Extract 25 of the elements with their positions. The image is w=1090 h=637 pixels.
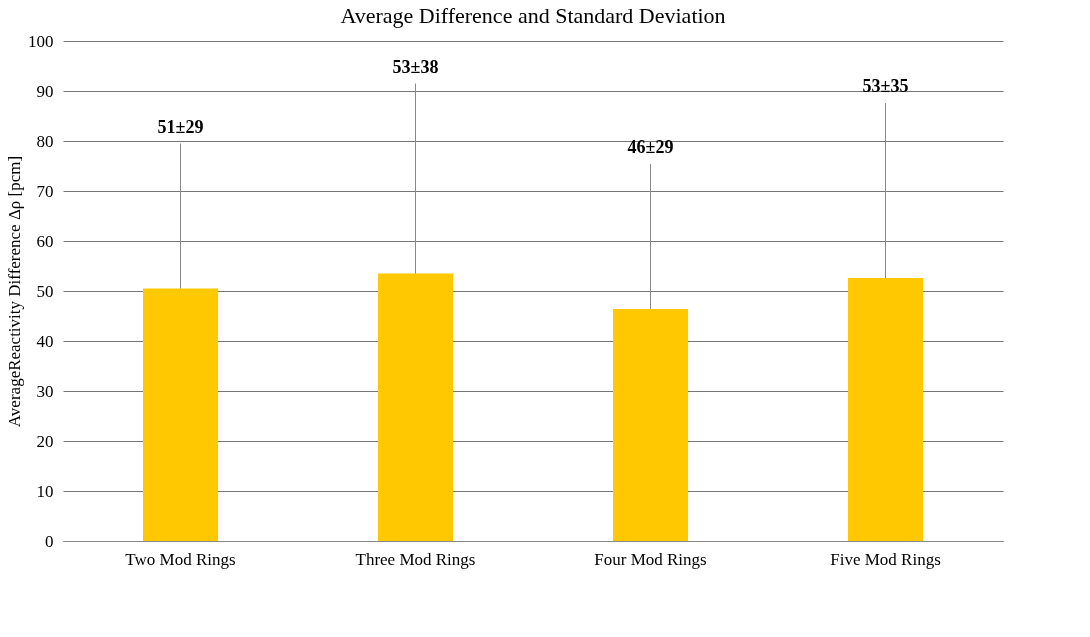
annotation: 53±35 bbox=[862, 76, 909, 96]
y-tick-label: 100 bbox=[28, 31, 54, 51]
x-tick-label: Two Mod Rings bbox=[125, 549, 236, 569]
y-tick-label: 30 bbox=[36, 381, 54, 401]
x-tick-label: Five Mod Rings bbox=[830, 549, 941, 569]
annotation: 46±29 bbox=[627, 137, 674, 157]
y-tick-label: 70 bbox=[36, 181, 54, 201]
annotation: 53±38 bbox=[392, 56, 439, 77]
y-axis-title: AverageReactivity Difference Δρ [pcm] bbox=[5, 155, 24, 428]
bar bbox=[613, 309, 688, 541]
annotation: 51±29 bbox=[157, 116, 204, 137]
y-tick-label: 0 bbox=[45, 531, 54, 551]
y-tick-label: 50 bbox=[36, 281, 54, 301]
y-tick-label: 90 bbox=[36, 81, 54, 101]
bar bbox=[143, 288, 218, 541]
y-tick-label: 40 bbox=[36, 331, 54, 351]
bar bbox=[848, 278, 923, 541]
y-tick-label: 20 bbox=[36, 431, 54, 451]
y-tick-label: 80 bbox=[36, 131, 54, 151]
chart-title: Average Difference and Standard Deviation bbox=[340, 3, 726, 28]
y-tick-label: 10 bbox=[36, 481, 54, 501]
bar bbox=[378, 273, 453, 541]
x-tick-label: Four Mod Rings bbox=[594, 549, 707, 569]
x-tick-label: Three Mod Rings bbox=[355, 549, 476, 569]
y-tick-label: 60 bbox=[36, 231, 54, 251]
